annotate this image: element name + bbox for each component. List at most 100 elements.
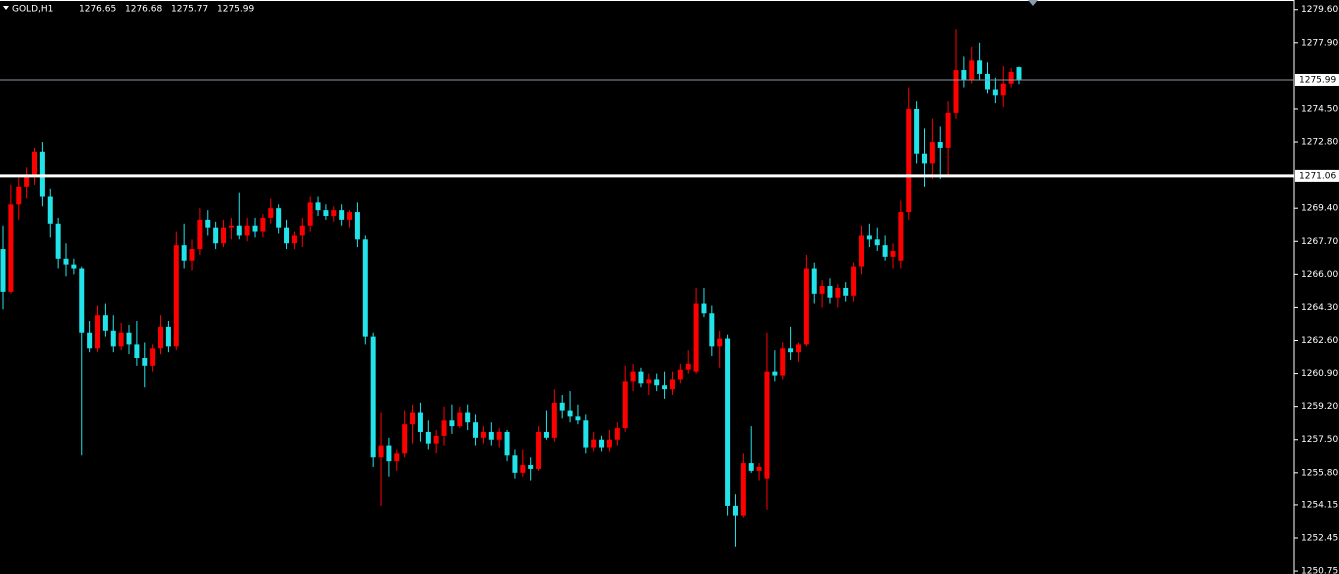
candle-body	[748, 463, 754, 471]
candle-body	[291, 235, 297, 244]
candle-body	[32, 151, 38, 178]
candle-body	[921, 153, 927, 164]
candle-body	[685, 363, 691, 370]
candle-body	[441, 420, 447, 436]
candle-body	[370, 336, 376, 458]
candle-body	[693, 303, 699, 372]
candle-body	[780, 348, 786, 376]
y-tick-label: 1277.90	[1301, 38, 1338, 48]
candle-body	[803, 268, 809, 345]
candle-body	[496, 431, 502, 440]
candle-body	[843, 287, 849, 296]
y-tick-label: 1250.75	[1301, 567, 1338, 574]
candle-body	[165, 326, 171, 347]
candle-body	[252, 225, 258, 232]
candle-body	[276, 208, 282, 228]
candle-body	[362, 239, 368, 337]
candle-body	[189, 249, 195, 261]
candle-body	[827, 286, 833, 298]
candle-body	[937, 142, 943, 148]
price-label: 1275.99	[1299, 75, 1336, 85]
candle-body	[284, 227, 290, 244]
candle-body	[425, 431, 431, 444]
candle-body	[158, 326, 164, 349]
candle-body	[977, 60, 983, 74]
candle-body	[677, 369, 683, 380]
candle-body	[835, 287, 841, 298]
candle-body	[126, 332, 132, 345]
candle-body	[244, 225, 250, 236]
candle-body	[882, 245, 888, 257]
candle-body	[591, 439, 597, 448]
candle-body	[71, 264, 77, 269]
candle-body	[0, 249, 6, 292]
candle-body	[575, 416, 581, 421]
y-tick-label: 1274.50	[1301, 104, 1338, 114]
candle-body	[945, 112, 951, 148]
candle-body	[709, 313, 715, 347]
candle-body	[567, 410, 573, 417]
candle-body	[433, 435, 439, 444]
candle-body	[323, 210, 329, 216]
candle-body	[646, 379, 652, 384]
candle-body	[142, 358, 148, 366]
level-label-box	[1295, 169, 1339, 182]
candle-body	[969, 60, 975, 80]
candle-body	[614, 428, 620, 440]
candle-body	[1016, 67, 1022, 80]
candle-body	[756, 466, 762, 471]
candle-body	[811, 268, 817, 294]
y-tick-label: 1260.90	[1301, 369, 1338, 379]
candle-body	[906, 108, 912, 213]
candle-body	[662, 385, 668, 390]
candle-body	[457, 412, 463, 427]
y-tick-label: 1267.70	[1301, 237, 1338, 247]
candle-body	[717, 338, 723, 347]
candle-body	[630, 371, 636, 382]
quote-value: 1276.68	[125, 5, 162, 15]
y-tick-label: 1262.60	[1301, 336, 1338, 346]
candle-body	[929, 142, 935, 164]
y-tick-label: 1279.60	[1301, 5, 1338, 15]
candle-body	[528, 465, 534, 469]
candle-body	[795, 344, 801, 353]
candle-body	[740, 463, 746, 516]
candle-body	[858, 235, 864, 267]
candle-body	[819, 286, 825, 294]
candle-body	[599, 439, 605, 448]
candle-body	[39, 151, 45, 197]
candle-body	[260, 217, 266, 232]
y-tick-label: 1272.80	[1301, 138, 1338, 148]
candle-body	[394, 453, 400, 462]
y-tick-label: 1255.80	[1301, 468, 1338, 478]
candle-body	[102, 315, 108, 331]
shift-marker[interactable]	[1028, 0, 1038, 6]
candle-body	[701, 303, 707, 314]
candle-body	[16, 186, 22, 205]
candle-body	[953, 70, 959, 113]
y-tick-label: 1264.30	[1301, 303, 1338, 313]
candle-body	[268, 208, 274, 218]
menu-arrow[interactable]	[3, 6, 9, 10]
candle-body	[480, 431, 486, 438]
level-label: 1271.06	[1299, 171, 1336, 181]
candle-body	[772, 371, 778, 376]
price-label-box	[1295, 73, 1339, 86]
candle-body	[87, 332, 93, 349]
candle-body	[449, 420, 455, 427]
candle-body	[150, 348, 156, 366]
candle-body	[417, 412, 423, 432]
y-tick-label: 1269.40	[1301, 204, 1338, 214]
candle-body	[473, 422, 479, 438]
candle-body	[55, 223, 61, 259]
candle-body	[551, 402, 557, 438]
candle-body	[1008, 71, 1014, 84]
candle-body	[866, 235, 872, 240]
candle-body	[181, 245, 187, 261]
candle-body	[331, 210, 337, 216]
candle-body	[638, 371, 644, 384]
candle-body	[1000, 83, 1006, 96]
candle-body	[79, 268, 85, 333]
